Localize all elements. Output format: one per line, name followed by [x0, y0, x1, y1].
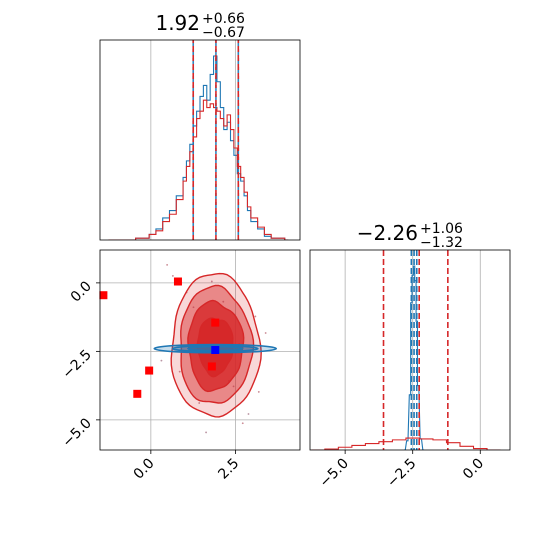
- scatter-point: [241, 422, 244, 425]
- blue-square-marker: [211, 346, 220, 354]
- panel-bottom-right-ticks: −5.0 −2.5 0.0: [317, 450, 487, 491]
- panel-bottom-left-frame: [99, 249, 301, 451]
- scatter-point: [264, 332, 267, 334]
- scatter-point: [254, 315, 257, 318]
- x-tick-label: −5.0: [317, 456, 352, 491]
- histogram-red-series: [311, 437, 501, 450]
- scatter-point: [254, 315, 257, 318]
- scatter-point: [264, 332, 267, 334]
- x-tick-label: −2.5: [384, 456, 419, 491]
- scatter-point: [247, 413, 250, 415]
- histogram-blue-series: [108, 55, 289, 240]
- panel-bottom-left-markers: [99, 277, 220, 398]
- panel-bottom-right: −5.0 −2.5 0.0 −2.26 +1.06 −1.32: [309, 221, 511, 491]
- scatter-point: [232, 385, 235, 388]
- scatter-point: [160, 359, 163, 362]
- scatter-point: [205, 431, 207, 434]
- panel-bottom-right-frame: [309, 249, 511, 451]
- scatter-point: [166, 263, 169, 266]
- red-square-marker: [99, 291, 108, 300]
- scatter-point: [232, 385, 235, 388]
- panel-top-left-histograms: [108, 55, 289, 240]
- panel-top-left-frame: [99, 39, 301, 241]
- red-square-marker: [145, 366, 154, 375]
- scatter-point: [178, 370, 181, 373]
- y-tick-label: 0.0: [68, 278, 95, 305]
- scatter-point: [210, 280, 213, 283]
- scatter-point: [178, 370, 181, 373]
- scatter-point: [160, 359, 163, 362]
- scatter-point: [166, 263, 169, 266]
- scatter-point: [264, 332, 267, 334]
- scatter-point: [198, 402, 201, 404]
- panel-bottom-left: 0.0 2.5 0.0 −2.5 −5.0: [59, 249, 301, 483]
- scatter-point: [192, 306, 195, 309]
- title-top-left-plus: +0.66: [202, 11, 245, 27]
- scatter-point: [171, 275, 174, 277]
- scatter-point: [232, 385, 235, 388]
- y-tick-label: −5.0: [59, 415, 94, 450]
- title-bottom-right-plus: +1.06: [420, 221, 463, 237]
- y-tick-label: −2.5: [59, 347, 94, 382]
- scatter-point: [171, 275, 174, 277]
- panel-top-left: 1.92 +0.66 −0.67: [99, 11, 301, 241]
- scatter-point: [222, 300, 225, 303]
- scatter-point: [210, 280, 213, 283]
- scatter-point: [192, 306, 195, 309]
- title-top-left-minus: −0.67: [202, 25, 245, 41]
- red-square-marker: [207, 362, 216, 371]
- x-tick-label: 0.0: [131, 456, 158, 483]
- scatter-point: [198, 402, 201, 404]
- panel-bottom-right-quantiles: [382, 250, 449, 450]
- x-tick-label: 2.5: [215, 456, 242, 483]
- scatter-point: [241, 422, 244, 425]
- scatter-point: [166, 263, 169, 266]
- scatter-point: [254, 315, 257, 318]
- red-square-marker: [211, 318, 220, 327]
- scatter-point: [205, 431, 207, 434]
- scatter-point: [192, 306, 195, 309]
- red-square-marker: [173, 277, 182, 286]
- scatter-point: [222, 300, 225, 303]
- panel-top-left-grid: [150, 40, 236, 240]
- x-tick-label: 0.0: [460, 456, 487, 483]
- panel-top-left-quantiles: [192, 40, 240, 240]
- scatter-point: [257, 391, 260, 393]
- panel-bottom-right-grid: [344, 250, 481, 450]
- scatter-point: [247, 413, 250, 415]
- scatter-point: [210, 280, 213, 283]
- scatter-point: [222, 300, 225, 303]
- title-bottom-right-minus: −1.32: [420, 235, 463, 251]
- scatter-point: [247, 413, 250, 415]
- scatter-point: [178, 370, 181, 373]
- red-square-marker: [133, 389, 142, 398]
- scatter-point: [160, 359, 163, 362]
- title-top-left-value: 1.92: [155, 11, 200, 35]
- title-bottom-right-value: −2.26: [357, 221, 418, 245]
- histogram-red-series: [108, 99, 289, 240]
- scatter-point: [241, 422, 244, 425]
- panel-bottom-right-histograms: [311, 265, 501, 450]
- scatter-point: [205, 431, 207, 434]
- scatter-point: [257, 391, 260, 393]
- scatter-point: [171, 275, 174, 277]
- scatter-point: [198, 402, 201, 404]
- scatter-point: [257, 391, 260, 393]
